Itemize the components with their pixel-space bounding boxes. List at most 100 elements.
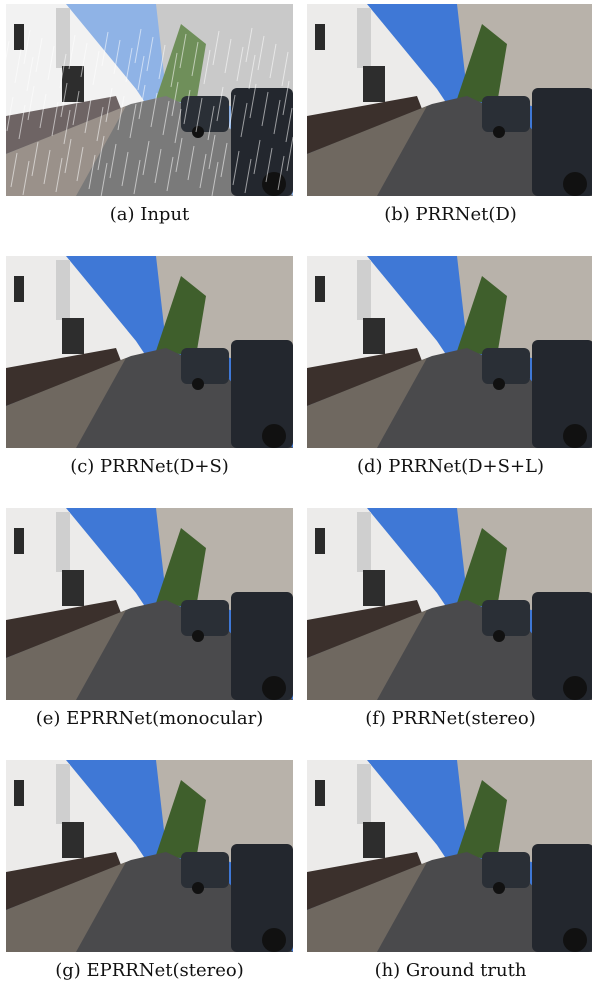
- window: [315, 276, 325, 302]
- rain-streak: [22, 160, 30, 196]
- trees: [156, 528, 206, 608]
- rain-streak: [113, 39, 121, 75]
- window: [14, 276, 24, 302]
- caption-b: (b) PRRNet(D): [384, 204, 517, 225]
- trees: [156, 780, 206, 860]
- rain-streak: [249, 83, 257, 119]
- sidewalk: [307, 862, 427, 952]
- van-wheel: [262, 676, 286, 700]
- rain-streak: [183, 89, 191, 125]
- glass-block-column: [357, 260, 371, 320]
- panel-f: (f) PRRNet(stereo): [307, 508, 592, 729]
- rain-streak: [203, 49, 211, 85]
- glass-block-column: [56, 260, 70, 320]
- van-wheel: [563, 676, 587, 700]
- foreground-van: [231, 844, 293, 952]
- panel-a: (a) Input: [6, 4, 293, 225]
- rain-streak: [236, 46, 244, 82]
- rain-streak: [43, 149, 51, 185]
- rain-streak: [269, 43, 277, 79]
- rain-streak: [273, 99, 281, 135]
- rain-streak: [174, 108, 182, 144]
- van-wheel: [563, 928, 587, 952]
- street-image-prrnet-d-s-l: [307, 256, 592, 448]
- rain-streak: [88, 154, 96, 190]
- rain-streak: [96, 106, 104, 142]
- panel-b: (b) PRRNet(D): [307, 4, 592, 225]
- doorway: [62, 822, 84, 858]
- rain-streak: [72, 90, 80, 126]
- van-wheel: [262, 928, 286, 952]
- rain-streak: [63, 109, 71, 145]
- window: [14, 528, 24, 554]
- rain-streak: [14, 48, 22, 84]
- rain-streak: [166, 156, 174, 192]
- doorway: [363, 822, 385, 858]
- rain-streak: [286, 136, 293, 172]
- parked-car: [482, 852, 530, 888]
- doorway: [363, 318, 385, 354]
- van-wheel: [563, 424, 587, 448]
- rain-streak: [282, 80, 290, 116]
- van-wheel: [262, 172, 286, 196]
- rain-streak: [253, 139, 261, 175]
- panel-g: (g) EPRRNet(stereo): [6, 760, 293, 981]
- rain-streak: [171, 81, 179, 117]
- street-image-ground-truth: [307, 760, 592, 952]
- rain-streak: [216, 86, 224, 122]
- trees: [457, 780, 507, 860]
- sidewalk: [6, 610, 126, 700]
- trees: [457, 276, 507, 356]
- rain-streak: [199, 153, 207, 189]
- car-wheel: [192, 378, 204, 390]
- caption-h: (h) Ground truth: [374, 960, 527, 981]
- rain-streak: [125, 47, 133, 83]
- rain-streaks: [6, 27, 293, 196]
- rain-streak: [101, 31, 109, 67]
- rain-streak: [150, 92, 158, 128]
- rain-streak: [285, 107, 293, 143]
- street-scene: [6, 508, 293, 700]
- rain-streak: [257, 35, 265, 71]
- rain-streak: [80, 42, 88, 78]
- rain-streak: [281, 51, 289, 87]
- doorway: [62, 570, 84, 606]
- window: [315, 528, 325, 554]
- rain-streak: [47, 45, 55, 81]
- rain-streak: [60, 82, 68, 118]
- rain-streak: [154, 148, 162, 184]
- rain-streak: [248, 54, 256, 90]
- sidewalk: [6, 862, 126, 952]
- car-wheel: [493, 882, 505, 894]
- car-wheel: [192, 126, 204, 138]
- car-wheel: [493, 630, 505, 642]
- glass-block-column: [56, 764, 70, 824]
- sidewalk: [307, 358, 427, 448]
- rain-streak: [212, 30, 220, 66]
- parked-car: [482, 600, 530, 636]
- parked-car: [181, 600, 229, 636]
- sidewalk: [307, 610, 427, 700]
- window: [14, 780, 24, 806]
- caption-a: (a) Input: [109, 204, 190, 225]
- glass-block-column: [56, 8, 70, 68]
- street-scene: [6, 256, 293, 448]
- caption-f: (f) PRRNet(stereo): [365, 708, 536, 729]
- rain-streak: [55, 157, 63, 193]
- parked-car: [482, 348, 530, 384]
- panel-c: (c) PRRNet(D+S): [6, 256, 293, 477]
- rain-streak: [6, 40, 10, 61]
- caption-e: (e) EPRRNet(monocular): [35, 708, 264, 729]
- fence: [307, 348, 422, 406]
- street-image-prrnet-stereo: [307, 508, 592, 700]
- glass-block-column: [357, 8, 371, 68]
- rain-streak: [179, 33, 187, 69]
- rain-streak: [142, 140, 150, 176]
- rain-streak: [35, 37, 43, 73]
- rain-streak: [137, 55, 145, 91]
- rain-streak: [121, 151, 129, 187]
- rain-streak: [6, 96, 14, 132]
- foreground-van: [532, 340, 592, 448]
- fence: [6, 348, 121, 406]
